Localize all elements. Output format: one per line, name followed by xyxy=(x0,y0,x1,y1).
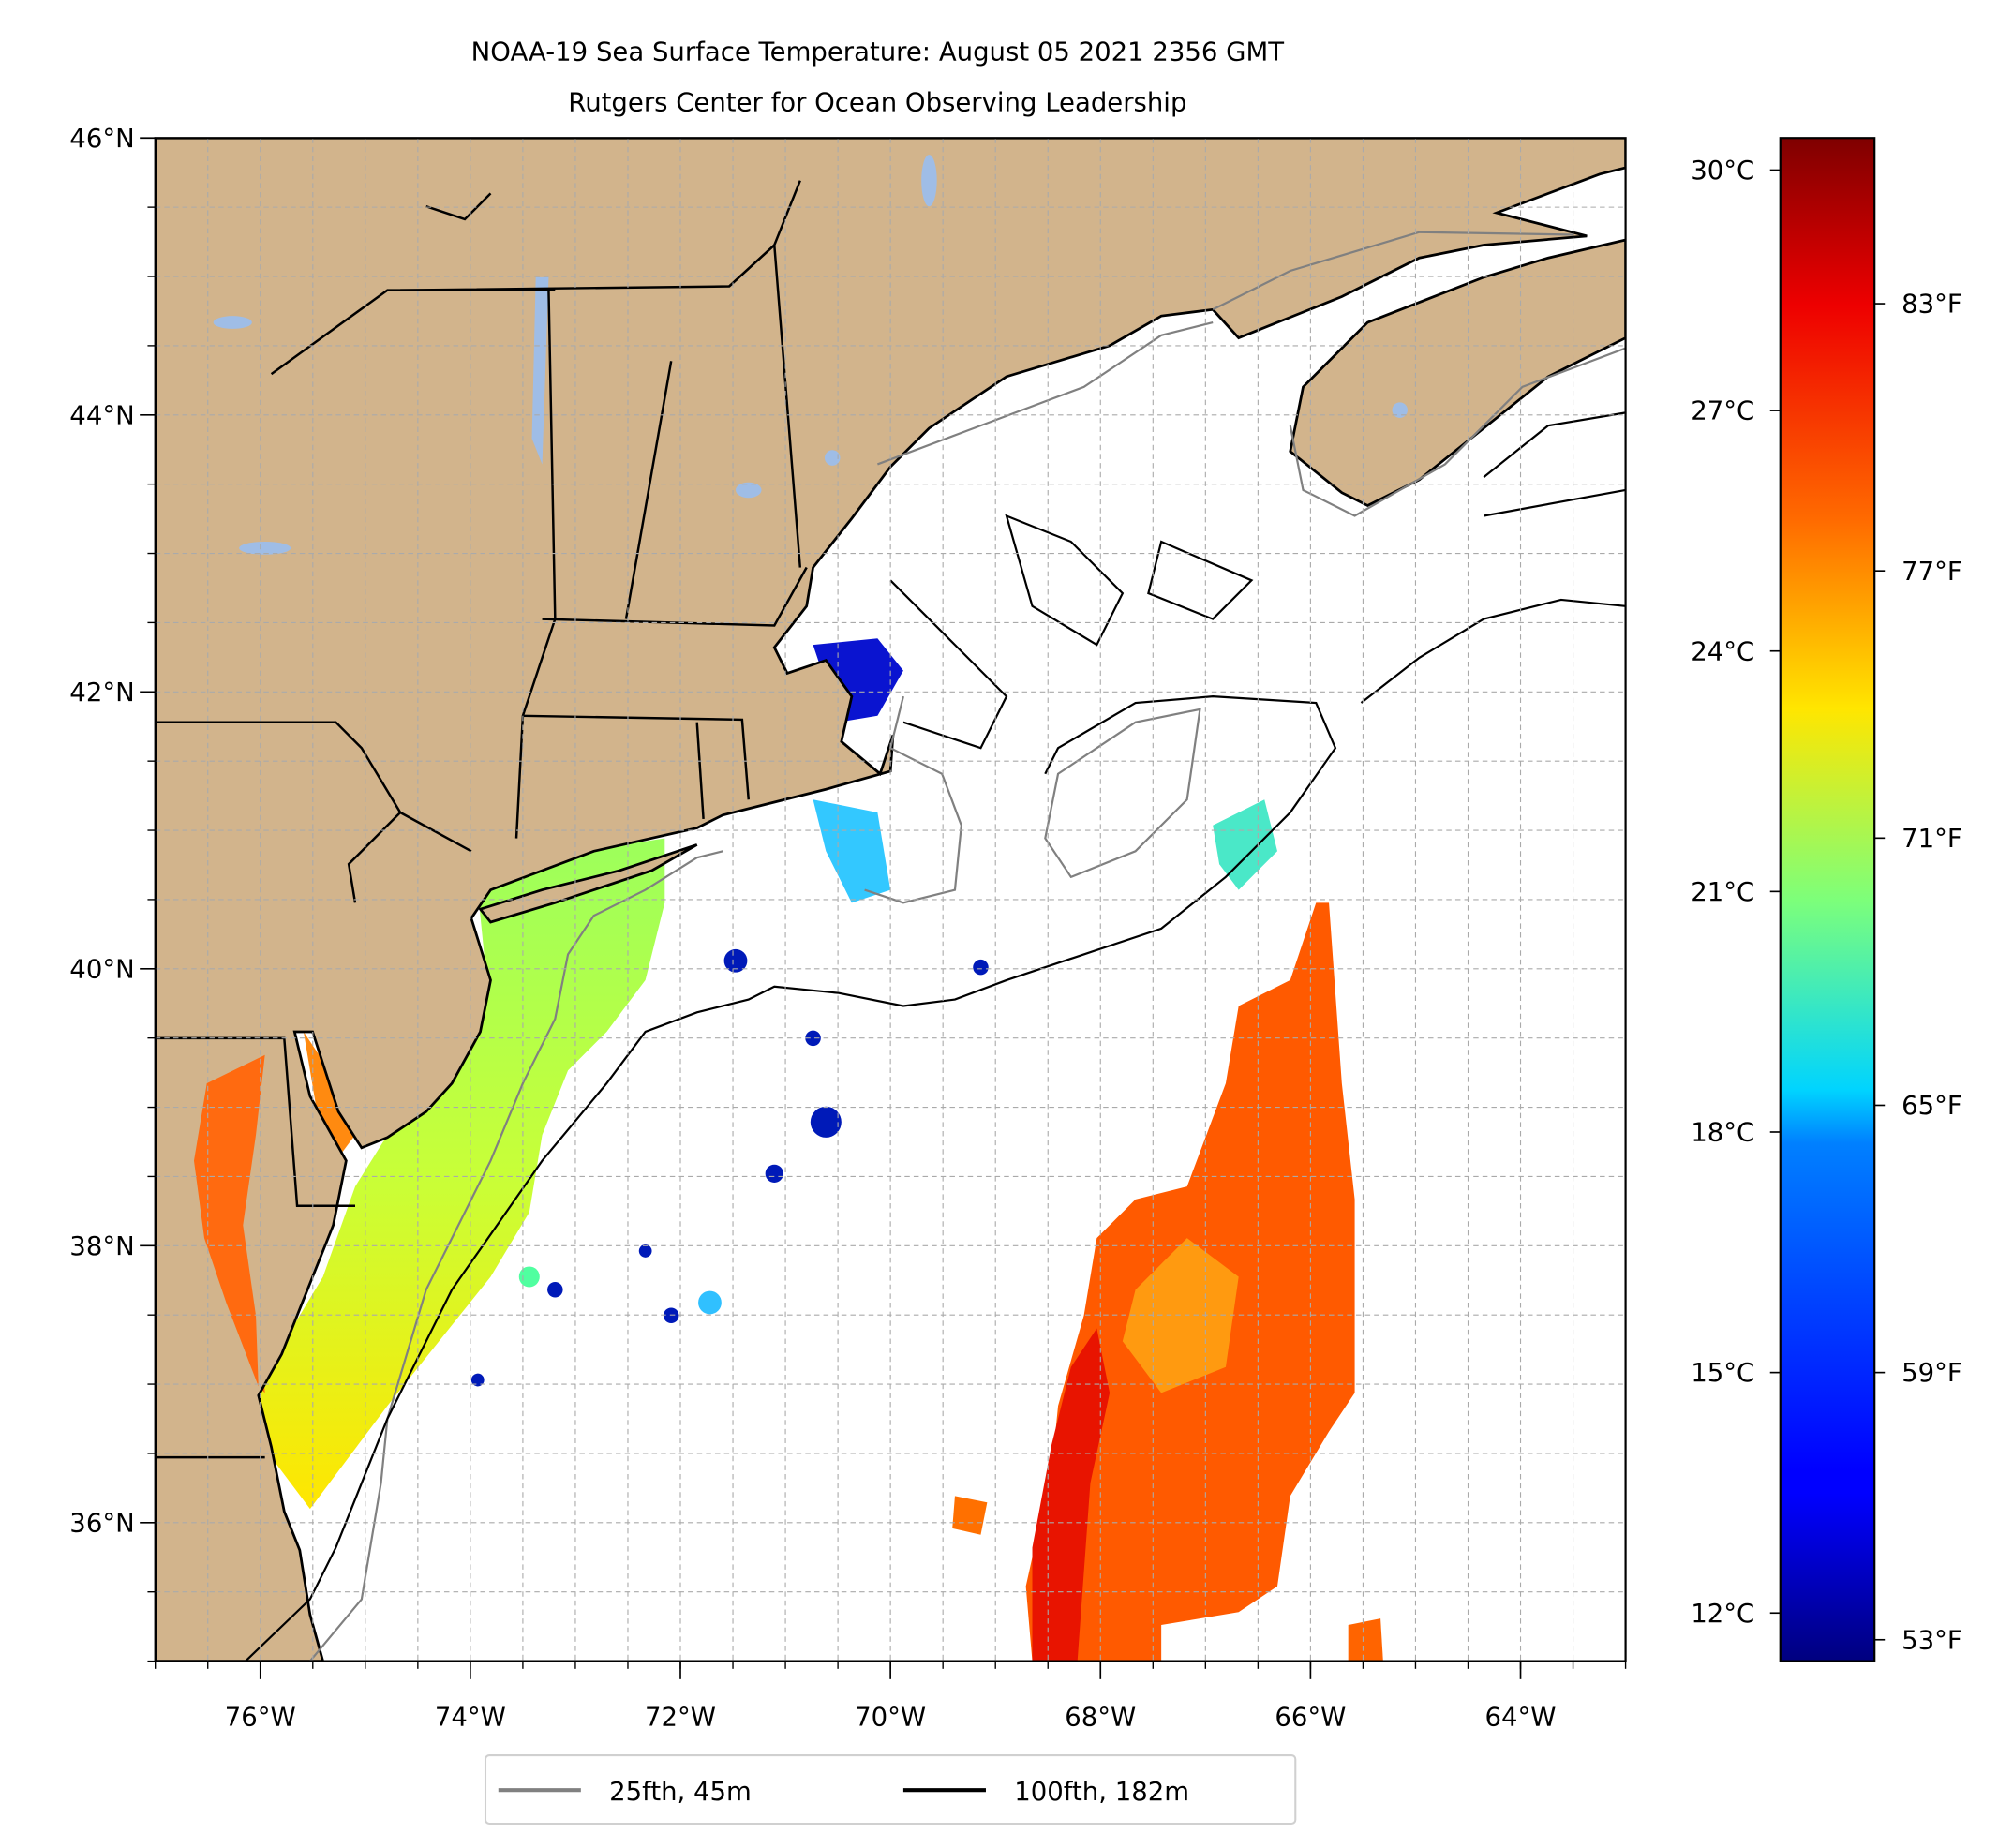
colorbar xyxy=(1779,137,1876,1662)
sst-warm-eddy xyxy=(1122,1238,1239,1393)
x-tick-label: 64°W xyxy=(1485,1702,1557,1732)
colorbar-fahrenheit-axis: 53°F 59°F 65°F 71°F 77°F 83°F xyxy=(1874,290,1962,1655)
y-tick-label: 42°N xyxy=(69,678,134,708)
y-tick-label: 40°N xyxy=(69,954,134,984)
map-axes xyxy=(155,138,1626,1662)
sst-chesapeake-bay xyxy=(193,1054,265,1387)
celsius-tick-label: 21°C xyxy=(1691,877,1754,907)
x-tick-label: 68°W xyxy=(1065,1702,1136,1732)
x-axis: 76°W 74°W 72°W 70°W 68°W 66°W 64°W xyxy=(155,1661,1627,1732)
isobath-100fth xyxy=(245,411,1626,1662)
sst-warm-patch-east xyxy=(1348,1618,1383,1662)
sst-gulf-stream-core xyxy=(1032,1328,1111,1662)
sst-cold-blobs xyxy=(470,948,989,1387)
x-tick-label: 66°W xyxy=(1275,1702,1346,1732)
celsius-tick-label: 12°C xyxy=(1691,1599,1754,1629)
chart-subtitle: Rutgers Center for Ocean Observing Leade… xyxy=(568,87,1186,117)
legend-label-100fth: 100fth, 182m xyxy=(1014,1777,1189,1807)
chart-title: NOAA-19 Sea Surface Temperature: August … xyxy=(471,37,1285,67)
sst-delaware-bay xyxy=(303,1031,356,1161)
x-tick-label: 72°W xyxy=(645,1702,716,1732)
colorbar-celsius-axis: 12°C 15°C 18°C 21°C 24°C 27°C 30°C xyxy=(1691,156,1781,1629)
y-tick-label: 36°N xyxy=(69,1508,134,1538)
land-long-island xyxy=(478,843,698,924)
sst-shelf-water xyxy=(258,838,665,1510)
y-tick-label: 44°N xyxy=(69,400,134,430)
fahrenheit-tick-label: 65°F xyxy=(1901,1091,1962,1121)
celsius-tick-label: 24°C xyxy=(1691,636,1754,666)
legend-label-25fth: 25fth, 45m xyxy=(609,1777,752,1807)
sst-warm-patch-small xyxy=(952,1496,988,1535)
legend-box xyxy=(484,1754,1297,1826)
fahrenheit-tick-label: 71°F xyxy=(1901,824,1962,854)
fahrenheit-tick-label: 53°F xyxy=(1901,1625,1962,1655)
isobath-25fth xyxy=(308,231,1626,1662)
sst-nantucket-shoals xyxy=(1213,799,1278,890)
y-axis: 36°N 38°N 40°N 42°N 44°N 46°N xyxy=(69,124,156,1662)
legend: 25fth, 45m 100fth, 182m xyxy=(484,1754,1297,1826)
celsius-tick-label: 15°C xyxy=(1691,1358,1754,1388)
x-tick-label: 70°W xyxy=(855,1702,926,1732)
lakes xyxy=(213,155,1409,555)
celsius-tick-label: 30°C xyxy=(1691,156,1754,186)
fahrenheit-tick-label: 77°F xyxy=(1901,557,1962,587)
x-tick-label: 76°W xyxy=(225,1702,296,1732)
fahrenheit-tick-label: 59°F xyxy=(1901,1358,1962,1388)
gridlines xyxy=(155,138,1626,1662)
x-tick-label: 74°W xyxy=(435,1702,506,1732)
fahrenheit-tick-label: 83°F xyxy=(1901,290,1962,320)
celsius-tick-label: 18°C xyxy=(1691,1118,1754,1148)
land-nova-scotia xyxy=(1289,238,1626,508)
y-tick-label: 38°N xyxy=(69,1231,134,1261)
y-tick-label: 46°N xyxy=(69,124,134,154)
sst-cold-patch xyxy=(813,799,891,903)
celsius-tick-label: 27°C xyxy=(1691,396,1754,426)
